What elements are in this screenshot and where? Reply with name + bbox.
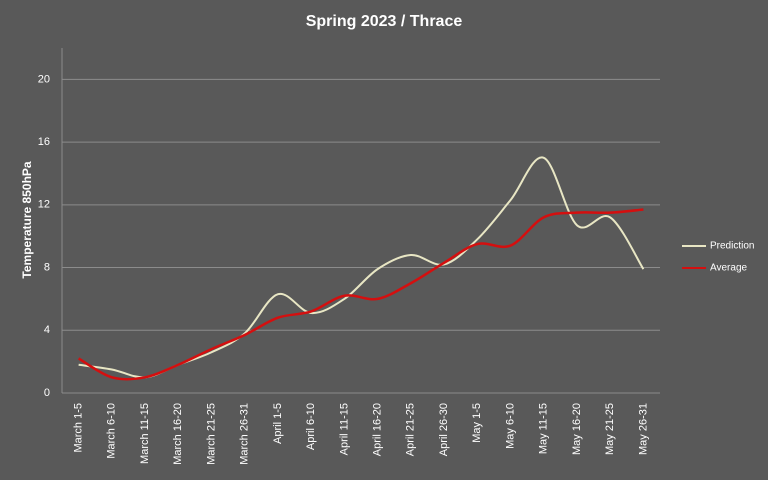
x-tick-label: May 26-31 <box>637 403 649 455</box>
legend-label: Average <box>710 263 748 274</box>
x-tick-label: May 21-25 <box>604 403 616 455</box>
x-tick-label: April 26-30 <box>438 403 450 456</box>
y-tick-label: 4 <box>44 324 50 336</box>
x-tick-label: March 11-15 <box>139 403 151 464</box>
y-tick-label: 20 <box>38 73 50 85</box>
x-tick-label: April 16-20 <box>372 403 384 456</box>
x-tick-label: March 26-31 <box>239 403 251 465</box>
legend-label: Prediction <box>710 241 754 252</box>
x-tick-label: April 21-25 <box>405 403 417 456</box>
chart-title: Spring 2023 / Thrace <box>306 13 463 30</box>
x-tick-label: May 1-5 <box>471 403 483 443</box>
x-tick-label: May 11-15 <box>538 403 550 454</box>
y-tick-label: 0 <box>44 387 50 399</box>
y-tick-label: 8 <box>44 261 50 273</box>
x-tick-label: May 6-10 <box>504 403 516 449</box>
x-tick-label: March 1-5 <box>73 403 85 453</box>
x-tick-label: March 6-10 <box>106 403 118 459</box>
y-tick-label: 16 <box>38 136 50 148</box>
x-tick-label: April 1-5 <box>272 403 284 444</box>
x-tick-label: March 16-20 <box>172 403 184 465</box>
x-tick-label: March 21-25 <box>205 403 217 465</box>
y-axis-label: Temperature 850hPa <box>20 161 34 278</box>
x-tick-label: April 6-10 <box>305 403 317 450</box>
x-tick-label: May 16-20 <box>571 403 583 455</box>
y-tick-label: 12 <box>38 199 50 211</box>
line-series <box>77 208 644 381</box>
x-tick-label: April 11-15 <box>338 403 350 455</box>
